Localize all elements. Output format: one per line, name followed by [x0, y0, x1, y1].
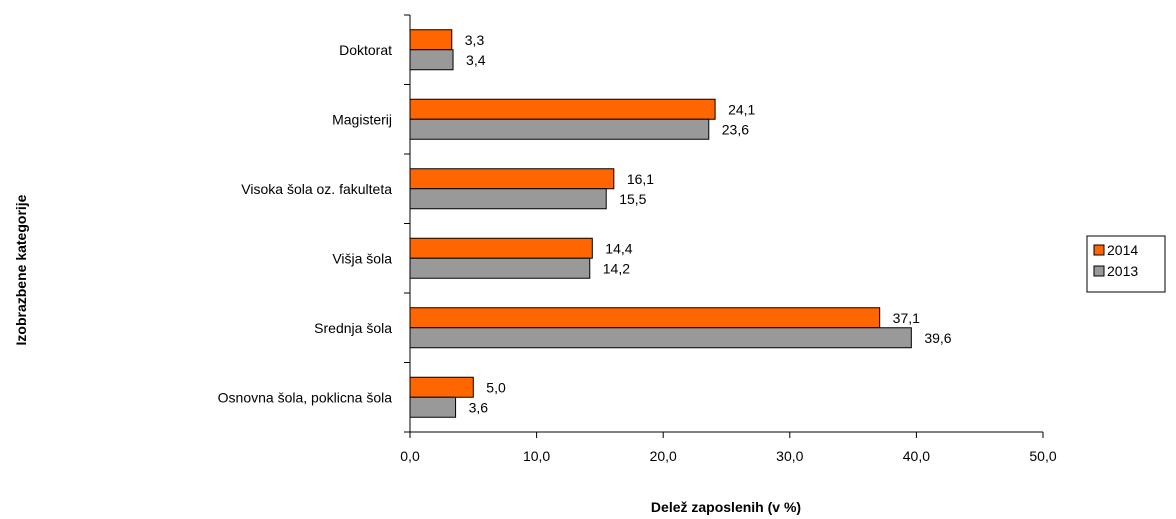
legend-label-2013: 2013: [1107, 263, 1138, 279]
bar-2013-2: [409, 188, 607, 210]
bar-2013-4: [409, 327, 912, 349]
legend-label-2014: 2014: [1107, 242, 1138, 258]
bar-2014-5: [409, 376, 474, 398]
data-label-2014-4: 37,1: [893, 310, 920, 326]
data-label-2013-0: 3,4: [466, 52, 486, 68]
data-label-2014-3: 14,4: [605, 240, 632, 256]
x-tick-label-1: 10,0: [523, 448, 550, 464]
data-label-2013-1: 23,6: [722, 121, 749, 137]
data-label-2013-5: 3,6: [469, 399, 489, 415]
data-label-2013-2: 15,5: [619, 191, 646, 207]
data-label-2013-4: 39,6: [924, 330, 951, 346]
bar-2013-1: [409, 118, 710, 140]
data-label-2014-2: 16,1: [627, 171, 654, 187]
bar-2014-3: [409, 237, 593, 259]
bar-2013-0: [409, 49, 454, 71]
legend: 2014 2013: [1086, 235, 1166, 293]
bar-2013-5: [409, 396, 457, 418]
bar-2013-3: [409, 257, 591, 279]
category-label-1: Magisterij: [332, 111, 392, 127]
category-label-2: Visoka šola oz. fakulteta: [241, 181, 392, 197]
category-label-3: Višja šola: [332, 250, 392, 266]
x-axis-title: Delež zaposlenih (v %): [651, 499, 801, 515]
legend-swatch-2013: [1093, 265, 1105, 277]
bar-2014-0: [409, 29, 453, 51]
x-tick-label-3: 30,0: [776, 448, 803, 464]
data-label-2014-5: 5,0: [486, 379, 506, 395]
x-tick-label-5: 50,0: [1029, 448, 1056, 464]
bar-2014-4: [409, 307, 881, 329]
category-label-4: Srednja šola: [314, 320, 392, 336]
bar-2014-1: [409, 98, 716, 120]
y-axis-title: Izobrazbene kategorije: [13, 194, 29, 345]
legend-swatch-2014: [1093, 244, 1105, 256]
x-tick-label-4: 40,0: [903, 448, 930, 464]
data-label-2014-1: 24,1: [728, 101, 755, 117]
category-label-5: Osnovna šola, poklicna šola: [218, 389, 393, 405]
category-label-0: Doktorat: [339, 42, 392, 58]
x-tick-label-0: 0,0: [400, 448, 420, 464]
data-label-2014-0: 3,3: [465, 32, 485, 48]
data-label-2013-3: 14,2: [603, 260, 630, 276]
plot-area: 3,3 3,4 Doktorat 24,1 23,6 Magisterij 16,1 15,5…: [218, 14, 1057, 464]
bar-2014-2: [409, 168, 615, 190]
x-tick-label-2: 20,0: [650, 448, 677, 464]
